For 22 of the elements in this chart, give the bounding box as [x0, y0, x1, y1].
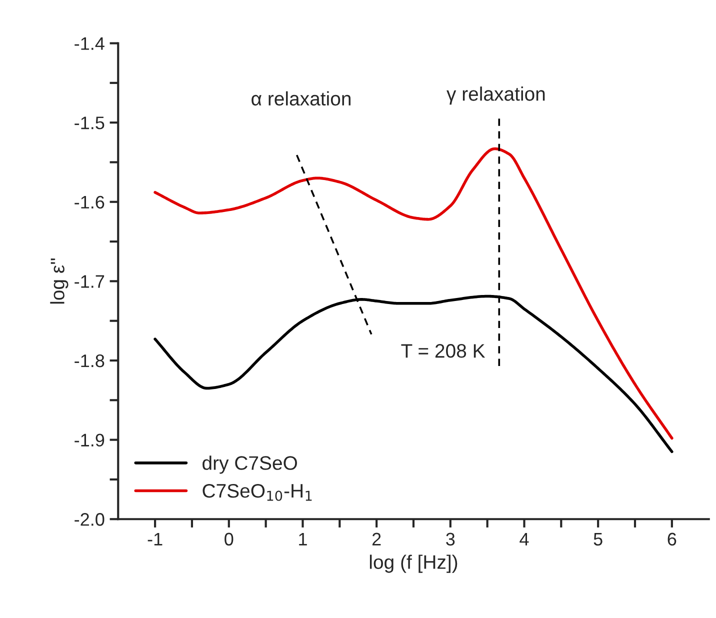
y-tick-label: -2.0: [74, 513, 104, 526]
x-tick-label: 1: [299, 532, 307, 546]
x-tick-label: 4: [520, 532, 529, 546]
legend-label: dry C7SeO: [202, 456, 297, 474]
x-tick-label: 5: [594, 532, 602, 546]
annotation: α relaxation: [252, 91, 350, 106]
x-axis-title: log (f [Hz]): [370, 554, 458, 573]
x-tick-label: 6: [668, 532, 676, 546]
y-tick-label: -1.8: [74, 354, 104, 368]
y-tick-label: -1.4: [74, 37, 104, 50]
y-tick-label: -1.9: [74, 434, 104, 447]
y-axis-title: log ε'': [50, 258, 68, 304]
x-tick-label: 2: [372, 532, 381, 546]
x-tick-label: 3: [446, 532, 455, 546]
x-tick-label: -1: [148, 532, 162, 546]
legend-label: C7SeO$_{10}$-H$_{1}$: [202, 484, 312, 501]
y-tick-label: -1.5: [74, 116, 104, 130]
x-tick-label: 0: [224, 532, 234, 546]
y-tick-label: -1.7: [74, 275, 104, 288]
annotation: T = 208 K: [401, 344, 486, 358]
annotation: γ relaxation: [446, 86, 545, 105]
y-tick-label: -1.6: [74, 196, 104, 209]
